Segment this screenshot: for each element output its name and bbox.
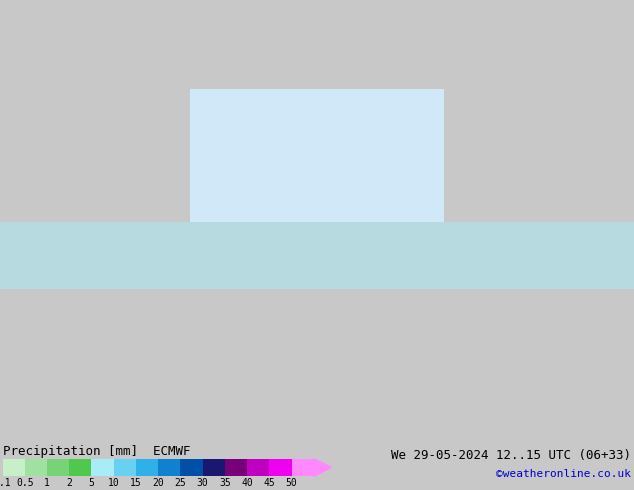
Text: 45: 45 — [264, 478, 275, 488]
Text: 5: 5 — [89, 478, 94, 488]
Bar — [0, 222, 634, 289]
Bar — [69, 459, 91, 476]
Bar — [91, 459, 113, 476]
Bar — [47, 459, 69, 476]
Text: 35: 35 — [219, 478, 231, 488]
Bar — [3, 459, 25, 476]
Bar — [113, 459, 136, 476]
Bar — [190, 89, 444, 222]
Text: We 29-05-2024 12..15 UTC (06+33): We 29-05-2024 12..15 UTC (06+33) — [391, 448, 631, 462]
Text: 15: 15 — [130, 478, 142, 488]
Bar — [158, 459, 181, 476]
Text: 30: 30 — [197, 478, 209, 488]
Bar — [247, 459, 269, 476]
Polygon shape — [314, 459, 332, 476]
Text: 1: 1 — [44, 478, 50, 488]
Text: 20: 20 — [152, 478, 164, 488]
Bar — [136, 459, 158, 476]
Text: 0.1: 0.1 — [0, 478, 11, 488]
Text: 25: 25 — [174, 478, 186, 488]
Bar — [203, 459, 225, 476]
Text: 40: 40 — [242, 478, 253, 488]
Text: Precipitation [mm]  ECMWF: Precipitation [mm] ECMWF — [3, 445, 190, 458]
Bar — [292, 459, 314, 476]
Text: 0.5: 0.5 — [16, 478, 34, 488]
Bar — [25, 459, 47, 476]
Bar — [225, 459, 247, 476]
Text: 10: 10 — [108, 478, 120, 488]
Bar — [269, 459, 292, 476]
Text: ©weatheronline.co.uk: ©weatheronline.co.uk — [496, 469, 631, 479]
Bar — [181, 459, 203, 476]
Text: 2: 2 — [67, 478, 72, 488]
Text: 50: 50 — [286, 478, 297, 488]
